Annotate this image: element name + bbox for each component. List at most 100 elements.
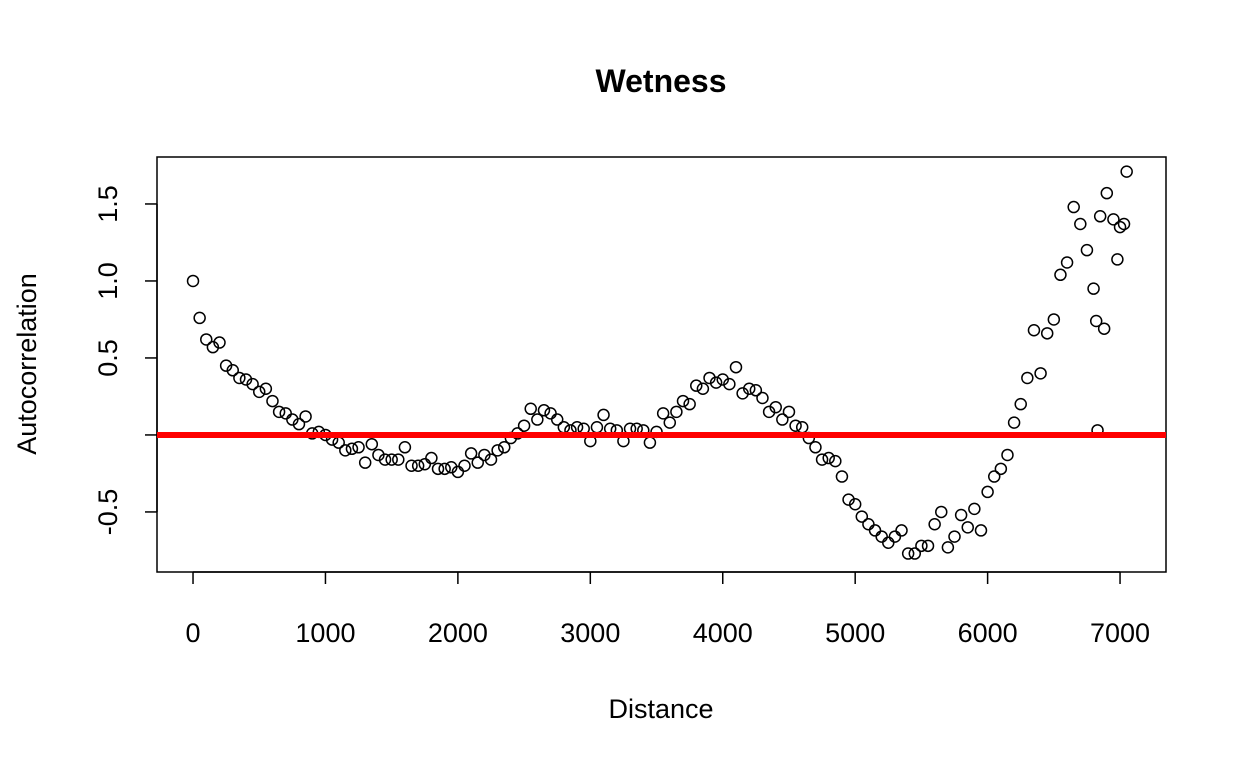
point — [769, 400, 782, 414]
point — [1100, 186, 1114, 200]
point — [1111, 253, 1124, 266]
point — [200, 333, 213, 346]
point — [365, 437, 379, 451]
point — [981, 485, 994, 499]
point — [219, 359, 233, 372]
x-tick-label: 5000 — [825, 618, 885, 648]
point — [789, 419, 802, 432]
point — [411, 459, 425, 472]
point — [299, 410, 312, 423]
point — [252, 385, 266, 399]
point — [921, 539, 935, 553]
point — [670, 405, 683, 419]
point — [736, 387, 749, 400]
point — [206, 340, 220, 354]
point — [729, 360, 743, 374]
point — [1021, 371, 1034, 385]
point — [1097, 322, 1111, 335]
point — [954, 508, 968, 522]
point — [286, 413, 299, 426]
point — [405, 459, 418, 472]
point — [822, 451, 835, 465]
point — [908, 547, 922, 560]
point — [345, 442, 359, 456]
point — [690, 379, 703, 392]
point — [683, 397, 696, 411]
point — [1040, 327, 1054, 340]
point — [1117, 217, 1131, 231]
point — [749, 384, 763, 397]
point — [438, 462, 451, 476]
x-tick-label: 0 — [186, 618, 201, 648]
point — [398, 441, 412, 454]
point — [1001, 448, 1014, 462]
point — [497, 441, 511, 454]
point — [451, 465, 465, 479]
x-tick-label: 3000 — [560, 618, 620, 648]
y-tick-label: -0.5 — [93, 489, 123, 536]
point — [868, 524, 882, 537]
point — [776, 413, 789, 426]
point — [696, 382, 710, 396]
point — [709, 376, 723, 389]
point — [524, 402, 537, 416]
point — [855, 510, 869, 523]
point — [968, 502, 981, 516]
point — [537, 404, 551, 417]
point — [928, 518, 941, 531]
point — [762, 405, 776, 419]
x-tick-label: 6000 — [958, 618, 1018, 648]
point — [1060, 256, 1074, 269]
point — [292, 417, 306, 431]
point — [372, 448, 385, 462]
point — [550, 413, 564, 426]
y-axis-label: Autocorrelation — [12, 273, 42, 455]
point — [392, 453, 405, 466]
point — [835, 470, 849, 483]
point — [339, 444, 352, 457]
point — [1089, 314, 1103, 328]
point — [193, 311, 206, 325]
x-tick-label: 4000 — [693, 618, 753, 648]
point — [418, 457, 432, 471]
point — [597, 408, 610, 422]
point — [484, 453, 498, 466]
point — [994, 462, 1008, 476]
x-axis-label: Distance — [608, 694, 713, 724]
point — [941, 541, 955, 554]
point — [385, 453, 398, 466]
point — [842, 493, 855, 506]
point — [544, 407, 557, 420]
point — [239, 373, 253, 386]
chart-title: Wetness — [595, 63, 726, 99]
point — [1093, 210, 1107, 223]
point — [756, 391, 769, 405]
point — [378, 453, 392, 466]
point — [1047, 313, 1061, 326]
point — [272, 405, 286, 419]
point — [848, 497, 862, 511]
point — [425, 451, 438, 465]
point — [1107, 213, 1120, 226]
point — [358, 456, 372, 469]
point — [517, 419, 531, 432]
point — [716, 373, 729, 386]
point — [782, 405, 796, 419]
point — [935, 505, 948, 519]
point — [1007, 416, 1021, 429]
point — [1087, 282, 1100, 295]
point — [458, 459, 471, 472]
point — [471, 456, 485, 469]
y-tick-label: 1.5 — [93, 185, 123, 223]
point — [1120, 165, 1133, 178]
point — [1074, 217, 1087, 231]
point — [1027, 323, 1041, 337]
x-tick-label: 1000 — [295, 618, 355, 648]
point — [186, 274, 200, 288]
y-tick-label: 1.0 — [93, 262, 123, 300]
point — [266, 394, 279, 408]
point — [987, 470, 1001, 483]
point — [352, 441, 365, 454]
